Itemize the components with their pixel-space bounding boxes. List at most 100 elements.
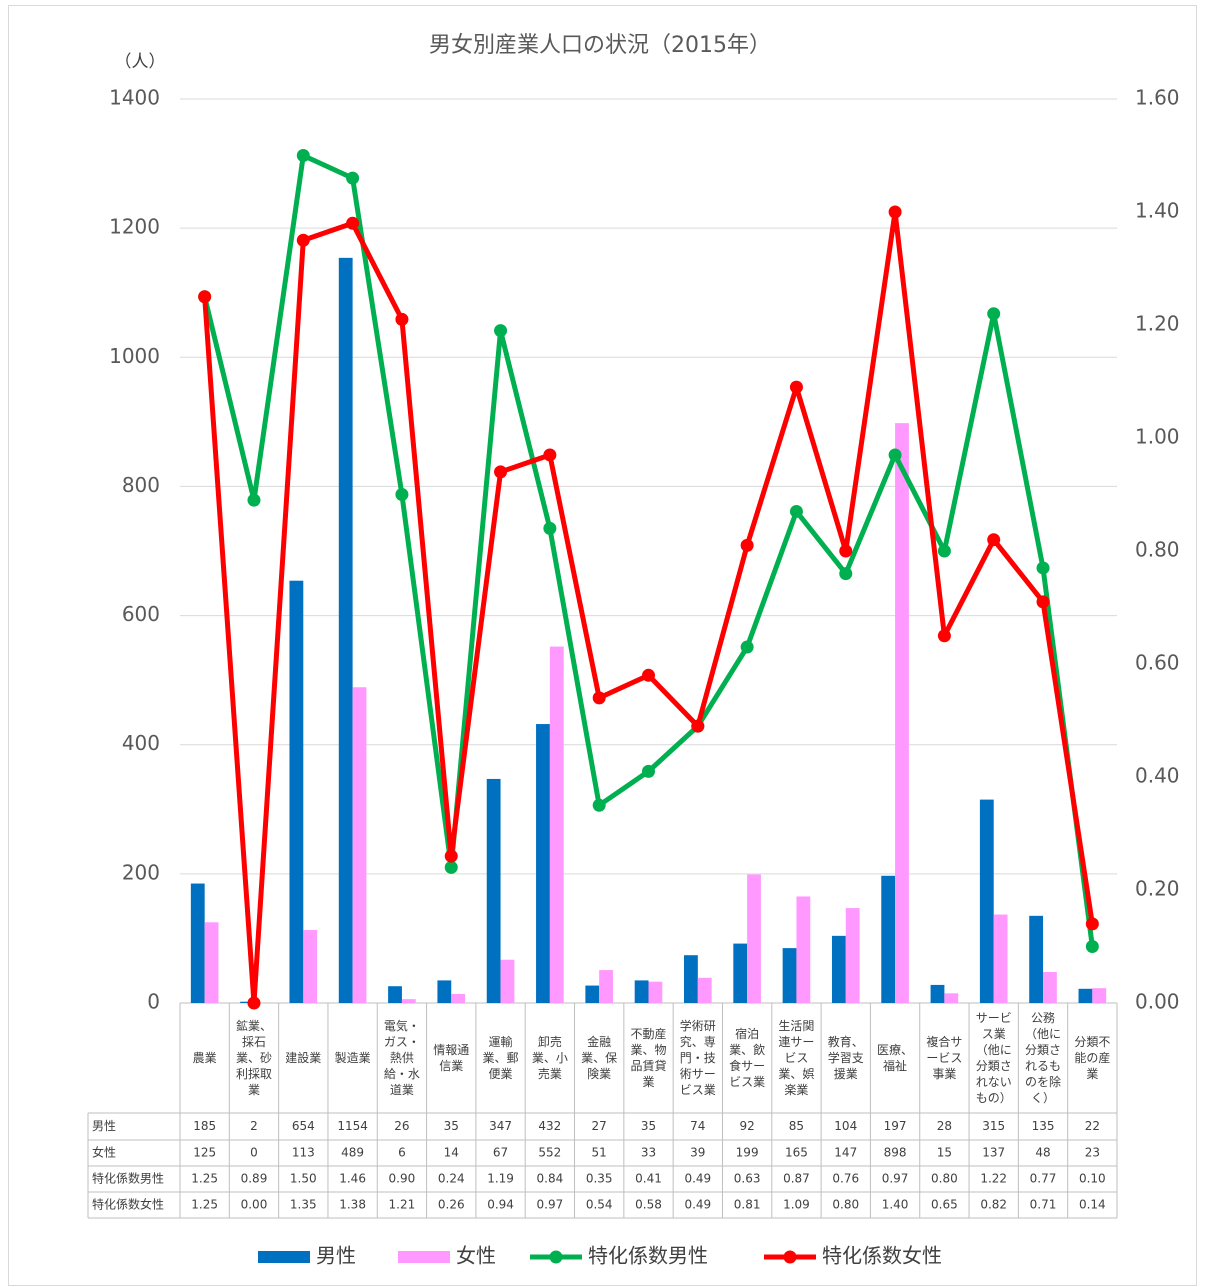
table-row-header: 特化係数男性 [92,1171,164,1186]
table-cell: 0.81 [734,1198,761,1212]
bar [486,778,501,1003]
table-cell: 0.58 [635,1198,662,1212]
x-tick-label: 製造業 [334,1051,371,1065]
table-cell: 104 [834,1119,857,1133]
line-marker [296,233,310,247]
bar [1092,988,1107,1003]
x-tick-label: 卸売業、小売業 [531,1035,568,1081]
legend-swatch [549,1250,563,1264]
y2-tick-label: 0.20 [1135,877,1180,901]
table-cell: 1.50 [290,1172,317,1186]
x-tick-label: 教育、学習支援業 [827,1035,864,1081]
line-marker [444,849,458,863]
table-cell: 489 [341,1146,364,1160]
line-marker [937,544,951,558]
table-cell: 1154 [337,1119,368,1133]
line-marker [543,448,557,462]
table-cell: 23 [1085,1146,1100,1160]
line-marker [1036,561,1050,575]
table-cell: 0.82 [980,1198,1007,1212]
line-marker [642,764,655,778]
table-cell: 197 [884,1119,907,1133]
x-tick-label: 金融業、保険業 [581,1035,618,1081]
x-tick-label: 宿泊業、飲食サービス業 [729,1027,766,1089]
table-cell: 92 [739,1119,754,1133]
x-tick-label: 学術研究、専門・技術サービス業 [679,1019,716,1097]
line-marker [444,860,458,874]
table-cell: 185 [193,1119,216,1133]
y2-tick-label: 1.20 [1135,312,1180,336]
table-cell: 0.26 [438,1198,465,1212]
line-marker [740,538,754,552]
bar [401,999,416,1003]
table-cell: 0.49 [684,1172,711,1186]
line-marker [987,533,1001,547]
legend-swatch [258,1251,310,1263]
x-tick-label: サービス業（他に分類されないもの） [975,1011,1012,1105]
legend-label: 男性 [316,1244,356,1268]
y-tick-label: 1200 [109,215,160,239]
table-cell: 1.21 [389,1198,416,1212]
bar [796,896,811,1003]
bar [500,959,515,1003]
line-marker [642,668,655,682]
y2-tick-label: 0.00 [1135,990,1180,1014]
y-tick-label: 0 [147,990,160,1014]
bar [536,724,550,1003]
table-cell: 35 [641,1119,656,1133]
table-cell: 898 [884,1146,907,1160]
y2-tick-label: 1.60 [1135,86,1180,110]
bar [634,980,649,1003]
table-cell: 1.38 [339,1198,366,1212]
line-marker [888,448,902,462]
table-cell: 1.09 [783,1198,810,1212]
bar [190,883,205,1003]
bar [684,955,698,1003]
table-cell: 0.76 [832,1172,859,1186]
y2-tick-label: 1.00 [1135,425,1180,449]
line-marker [592,691,606,705]
table-cell: 0.65 [931,1198,958,1212]
table-cell: 165 [785,1146,808,1160]
bar [289,580,304,1003]
bar [204,922,219,1003]
table-cell: 6 [398,1146,406,1160]
table-cell: 0.54 [586,1198,613,1212]
line-marker [789,380,803,394]
bar [599,970,613,1003]
table-cell: 1.19 [487,1172,514,1186]
table-cell: 48 [1035,1146,1050,1160]
x-tick-label: 医療、福祉 [877,1043,914,1073]
bar [733,943,748,1003]
table-cell: 199 [736,1146,759,1160]
bar [338,257,353,1003]
table-cell: 0.84 [537,1172,564,1186]
line-marker [987,307,1001,321]
x-tick-label: 農業 [192,1051,217,1065]
line-marker [543,521,557,535]
line-marker [789,504,803,518]
y-tick-label: 600 [122,602,160,626]
x-tick-label: 不動産業、物品賃貸業 [630,1027,667,1089]
legend-swatch [783,1250,797,1264]
y-tick-label: 200 [122,860,160,884]
bar [944,993,959,1003]
table-row-header: 特化係数女性 [92,1197,164,1212]
table-cell: 0.90 [389,1172,416,1186]
x-tick-label: 分類不能の産業 [1074,1035,1111,1081]
table-cell: 135 [1032,1119,1055,1133]
line-marker [740,640,754,654]
y2-tick-label: 0.60 [1135,651,1180,675]
table-cell: 0.87 [783,1172,810,1186]
legend-swatch [398,1251,450,1263]
table-cell: 432 [538,1119,561,1133]
x-tick-label: 情報通信業 [433,1043,470,1073]
bar [831,935,846,1003]
table-cell: 0.80 [832,1198,859,1212]
table-cell: 1.46 [339,1172,366,1186]
table-cell: 0.94 [487,1198,514,1212]
table-cell: 0.24 [438,1172,465,1186]
bar [240,1001,254,1003]
line-marker [1036,595,1050,609]
bar [648,981,663,1003]
